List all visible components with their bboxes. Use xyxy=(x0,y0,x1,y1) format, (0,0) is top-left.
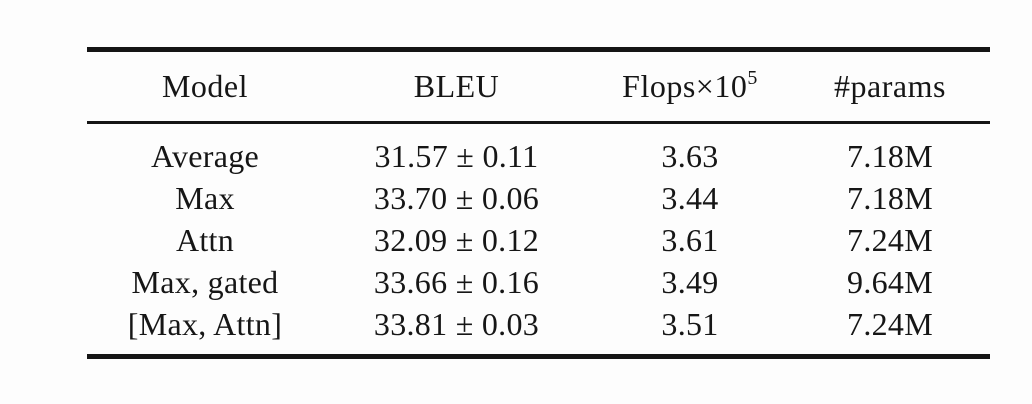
cell-model: Max, gated xyxy=(131,264,279,300)
cell-flops: 3.63 xyxy=(661,138,719,174)
column-header-flops-exponent: 5 xyxy=(747,67,758,89)
table-row: Attn 32.09 ± 0.12 3.61 7.24M xyxy=(87,219,990,261)
cell-flops: 3.61 xyxy=(661,222,719,258)
column-header-flops: Flops×105 xyxy=(590,49,790,124)
cell-model: Max xyxy=(175,180,235,216)
cell-model: [Max, Attn] xyxy=(127,306,283,342)
cell-params: 9.64M xyxy=(847,264,933,300)
cell-flops: 3.51 xyxy=(661,306,719,342)
cell-params: 7.18M xyxy=(847,138,933,174)
column-header-bleu: BLEU xyxy=(323,49,590,124)
cell-model: Average xyxy=(150,138,260,174)
table-row: Max, gated 33.66 ± 0.16 3.49 9.64M xyxy=(87,261,990,303)
cell-bleu: 33.81 ± 0.03 xyxy=(373,306,540,342)
cell-flops: 3.44 xyxy=(661,180,719,216)
cell-model: Attn xyxy=(175,222,235,258)
table-row: Average 31.57 ± 0.11 3.63 7.18M xyxy=(87,123,990,178)
column-header-bleu-label: BLEU xyxy=(413,68,500,104)
header-row: Model BLEU Flops×105 #params xyxy=(87,49,990,124)
column-header-model: Model xyxy=(87,49,323,124)
table-row: Max 33.70 ± 0.06 3.44 7.18M xyxy=(87,177,990,219)
results-table: Model BLEU Flops×105 #params Average 31.… xyxy=(87,47,990,359)
column-header-params: #params xyxy=(790,49,990,124)
table-header: Model BLEU Flops×105 #params xyxy=(87,49,990,124)
table-body: Average 31.57 ± 0.11 3.63 7.18M Max 33.7… xyxy=(87,123,990,357)
cell-params: 7.24M xyxy=(847,306,933,342)
cell-flops: 3.49 xyxy=(661,264,719,300)
column-header-params-label: #params xyxy=(834,68,946,104)
cell-bleu: 33.70 ± 0.06 xyxy=(373,180,540,216)
cell-params: 7.24M xyxy=(847,222,933,258)
cell-bleu: 32.09 ± 0.12 xyxy=(373,222,540,258)
column-header-flops-label: Flops×10 xyxy=(622,68,748,104)
paper-table-figure: Model BLEU Flops×105 #params Average 31.… xyxy=(87,47,990,359)
column-header-model-label: Model xyxy=(161,68,249,104)
cell-bleu: 31.57 ± 0.11 xyxy=(374,138,539,174)
cell-bleu: 33.66 ± 0.16 xyxy=(373,264,540,300)
table-row: [Max, Attn] 33.81 ± 0.03 3.51 7.24M xyxy=(87,303,990,357)
cell-params: 7.18M xyxy=(847,180,933,216)
